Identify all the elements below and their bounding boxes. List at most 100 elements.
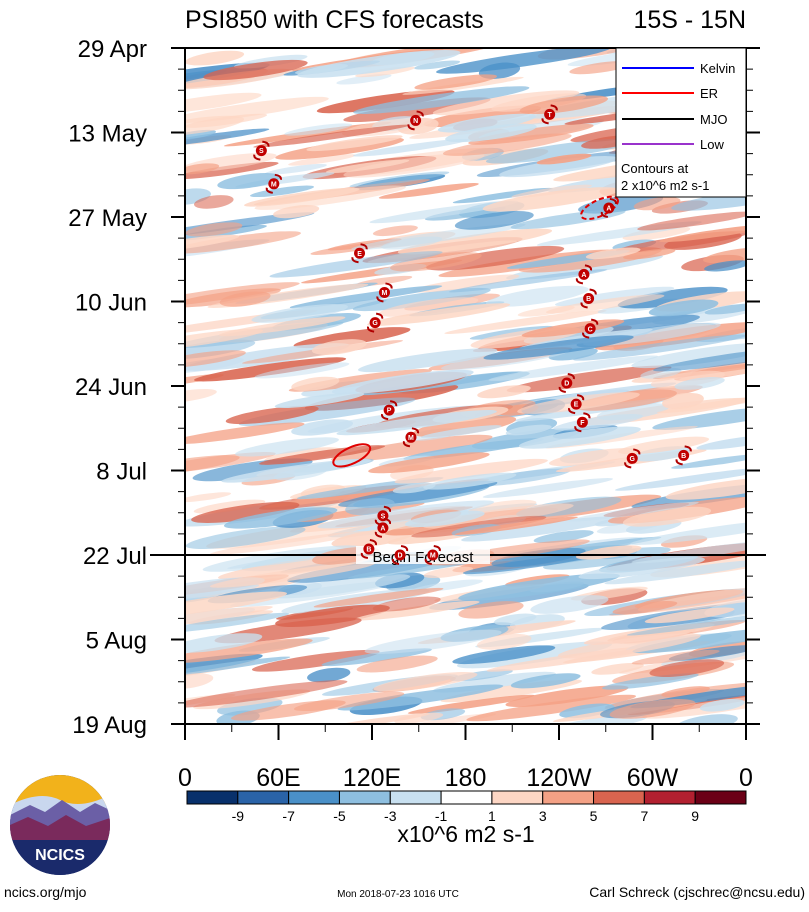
anomaly-patch xyxy=(631,446,692,462)
y-tick-label: 5 Aug xyxy=(86,628,147,655)
anomaly-patch xyxy=(355,600,480,621)
anomaly-patch xyxy=(510,209,626,230)
colorbar-swatch xyxy=(440,790,493,805)
anomaly-patch xyxy=(618,436,710,455)
anomaly-patch xyxy=(466,694,637,722)
anomaly-patch xyxy=(602,673,699,690)
anomaly-patch xyxy=(193,195,234,209)
anomaly-patch xyxy=(306,135,403,152)
anomaly-patch xyxy=(193,499,266,514)
cyclone-dot xyxy=(603,202,615,214)
legend: Kelvin ER MJO Low Contours at 2 x10^6 m2… xyxy=(615,47,747,198)
x-tick-label: 60E xyxy=(256,764,300,792)
footer-right: Carl Schreck (cjschrec@ncsu.edu) xyxy=(589,884,805,900)
anomaly-patch xyxy=(468,123,594,145)
anomaly-patch xyxy=(632,626,746,654)
legend-label-er: ER xyxy=(700,86,718,101)
anomaly-patch xyxy=(291,376,340,391)
cyclone-dot xyxy=(268,178,280,190)
anomaly-patch xyxy=(494,613,537,626)
anomaly-patch xyxy=(403,438,544,460)
anomaly-patch xyxy=(454,516,578,535)
anomaly-patch xyxy=(671,185,746,211)
cyclone-dot xyxy=(427,549,439,561)
anomaly-patch xyxy=(631,342,746,369)
anomaly-shading xyxy=(185,48,746,724)
anomaly-patch xyxy=(331,369,474,395)
anomaly-patch xyxy=(185,357,244,374)
x-tick-label: 60W xyxy=(627,764,679,792)
anomaly-patch xyxy=(521,319,625,338)
anomaly-patch xyxy=(317,500,495,529)
anomaly-patch xyxy=(477,385,531,399)
cyclone-arm xyxy=(675,445,692,466)
anomaly-patch xyxy=(185,680,348,708)
anomaly-patch xyxy=(209,562,376,588)
cyclone-marker: B xyxy=(675,445,692,466)
anomaly-patch xyxy=(649,659,725,677)
cyclone-marker: F xyxy=(574,412,591,433)
cyclone-marker: G xyxy=(367,312,384,333)
colorbar-tick-label: 9 xyxy=(691,808,699,824)
anomaly-patch xyxy=(185,638,313,664)
colorbar-tick-label: 5 xyxy=(590,808,598,824)
cyclone-letter: A xyxy=(380,525,385,532)
y-tick-label: 24 Jun xyxy=(75,374,147,401)
anomaly-patch xyxy=(653,345,746,372)
anomaly-patch xyxy=(665,476,746,500)
cyclone-letter: D xyxy=(398,553,403,560)
colorbar-tick-label: 1 xyxy=(488,808,496,824)
legend-label-low: Low xyxy=(700,137,724,152)
anomaly-patch xyxy=(270,574,411,599)
anomaly-patch xyxy=(596,403,670,421)
anomaly-patch xyxy=(219,316,346,337)
anomaly-patch xyxy=(251,304,348,323)
anomaly-patch xyxy=(185,92,262,114)
anomaly-patch xyxy=(289,285,443,309)
cyclone-arm xyxy=(253,140,270,161)
cyclone-letter: G xyxy=(630,456,636,463)
legend-box xyxy=(615,47,747,198)
anomaly-patch xyxy=(217,173,281,190)
er-contour-0 xyxy=(332,443,372,468)
anomaly-patch xyxy=(626,612,746,636)
cyclone-arm xyxy=(600,197,617,218)
anomaly-patch xyxy=(231,700,346,721)
anomaly-patch xyxy=(623,248,676,260)
cyclone-letter: M xyxy=(408,435,414,442)
anomaly-patch xyxy=(559,703,615,719)
x-tick-label: 0 xyxy=(178,764,192,792)
cyclone-letter: B xyxy=(586,296,591,303)
anomaly-patch xyxy=(458,601,524,619)
anomaly-patch xyxy=(696,434,746,450)
er-contour-1 xyxy=(580,195,619,221)
cyclone-letter: S xyxy=(381,513,386,520)
anomaly-patch xyxy=(485,285,589,307)
anomaly-patch xyxy=(185,526,306,549)
cyclone-marker: B xyxy=(580,288,597,309)
anomaly-patch xyxy=(491,547,586,567)
y-tick-label: 8 Jul xyxy=(96,459,147,486)
region-label: 15S - 15N xyxy=(633,6,746,34)
anomaly-patch xyxy=(185,451,276,474)
anomaly-patch xyxy=(630,518,746,545)
colorbar-tick-label: -9 xyxy=(232,808,245,824)
anomaly-patch xyxy=(364,629,502,654)
anomaly-patch xyxy=(652,406,746,430)
anomaly-patch xyxy=(397,228,553,255)
anomaly-patch xyxy=(378,297,479,317)
y-axis: 29 Apr 13 May 27 May 10 Jun 24 Jun 8 Jul 22 Ju… xyxy=(68,36,760,739)
anomaly-patch xyxy=(390,252,482,272)
anomaly-patch xyxy=(394,458,548,484)
colorbar-tick-label: 3 xyxy=(539,808,547,824)
anomaly-patch xyxy=(648,299,719,317)
cyclone-arm xyxy=(374,517,392,538)
cyclone-dot xyxy=(363,543,375,555)
anomaly-patch xyxy=(185,161,279,180)
cyclone-dot xyxy=(678,449,690,461)
anomaly-patch xyxy=(703,247,746,264)
anomaly-patch xyxy=(420,425,502,439)
cyclone-arm xyxy=(541,104,558,125)
cyclone-letter: P xyxy=(387,408,392,415)
cyclone-dot xyxy=(378,286,390,298)
